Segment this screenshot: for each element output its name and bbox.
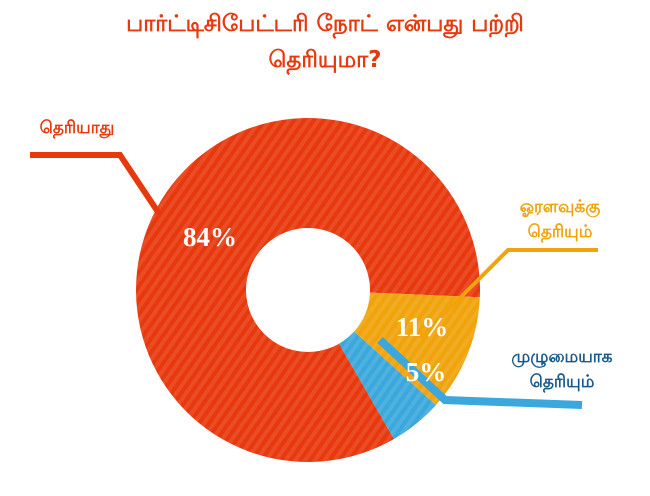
leader-line	[418, 248, 598, 340]
slice-texture	[339, 331, 436, 439]
data-label: 84%	[183, 222, 237, 252]
legend-label: தெரியாது	[39, 118, 115, 138]
chart-title: பார்ட்டிசிபேட்டரி நோட் என்பது பற்றி தெரி…	[126, 11, 524, 73]
data-label: 5%	[406, 357, 447, 387]
leader-line	[377, 337, 583, 409]
legend-label: முழுமையாக தெரியும்	[511, 347, 613, 392]
data-label: 11%	[396, 312, 449, 342]
leader-line	[30, 152, 163, 217]
slice-texture	[354, 292, 480, 406]
legend-label: ஓரளவுக்கு தெரியும்	[519, 197, 601, 242]
slice-texture	[135, 118, 480, 462]
